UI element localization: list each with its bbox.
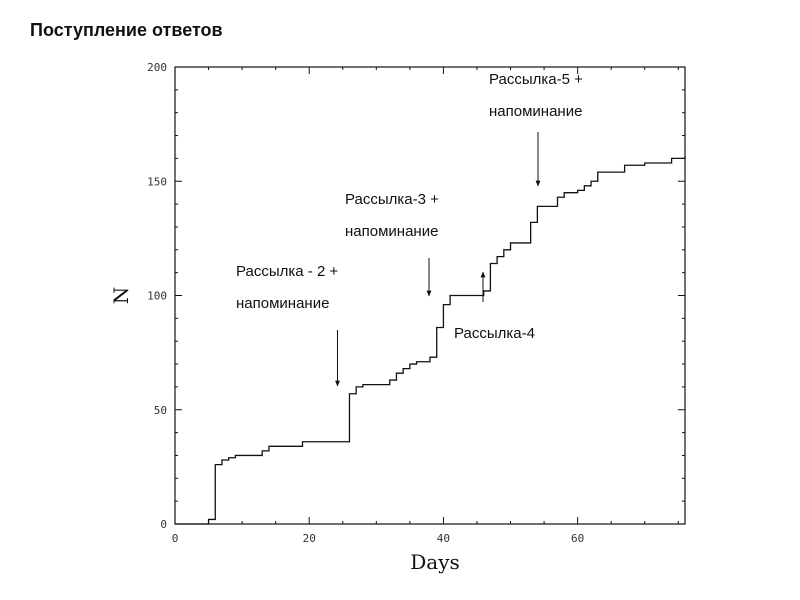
y-tick-label: 200 xyxy=(147,61,167,74)
annotation-mailing-2-line-1: Рассылка - 2 + xyxy=(236,263,339,280)
x-tick-label: 0 xyxy=(172,532,179,545)
annotation-mailing-4: Рассылка-4 xyxy=(454,318,535,350)
annotation-mailing-4-line-1: Рассылка-4 xyxy=(454,325,535,342)
y-tick-label: 50 xyxy=(154,404,167,417)
annotation-mailing-3: Рассылка-3 + напоминание xyxy=(345,184,439,248)
annotation-mailing-3-line-1: Рассылка-3 + xyxy=(345,191,439,208)
x-axis-label: Days xyxy=(410,550,460,574)
y-tick-label: 0 xyxy=(160,518,167,531)
cumulative-responses-line xyxy=(175,156,686,525)
annotation-mailing-3-line-2: напоминание xyxy=(345,223,439,240)
x-tick-label: 40 xyxy=(437,532,450,545)
y-axis-label: N xyxy=(109,287,133,305)
y-tick-label: 100 xyxy=(147,290,167,303)
x-tick-label: 20 xyxy=(303,532,316,545)
annotation-mailing-5-line-1: Рассылка-5 + xyxy=(489,71,583,88)
slide-title: Поступление ответов xyxy=(30,20,223,40)
annotation-mailing-5-line-2: напоминание xyxy=(489,103,583,120)
annotation-mailing-2-line-2: напоминание xyxy=(236,295,330,312)
annotation-mailing-5: Рассылка-5 + напоминание xyxy=(489,64,583,128)
x-tick-label: 60 xyxy=(571,532,584,545)
annotation-mailing-2: Рассылка - 2 + напоминание xyxy=(236,256,338,320)
y-tick-label: 150 xyxy=(147,175,167,188)
